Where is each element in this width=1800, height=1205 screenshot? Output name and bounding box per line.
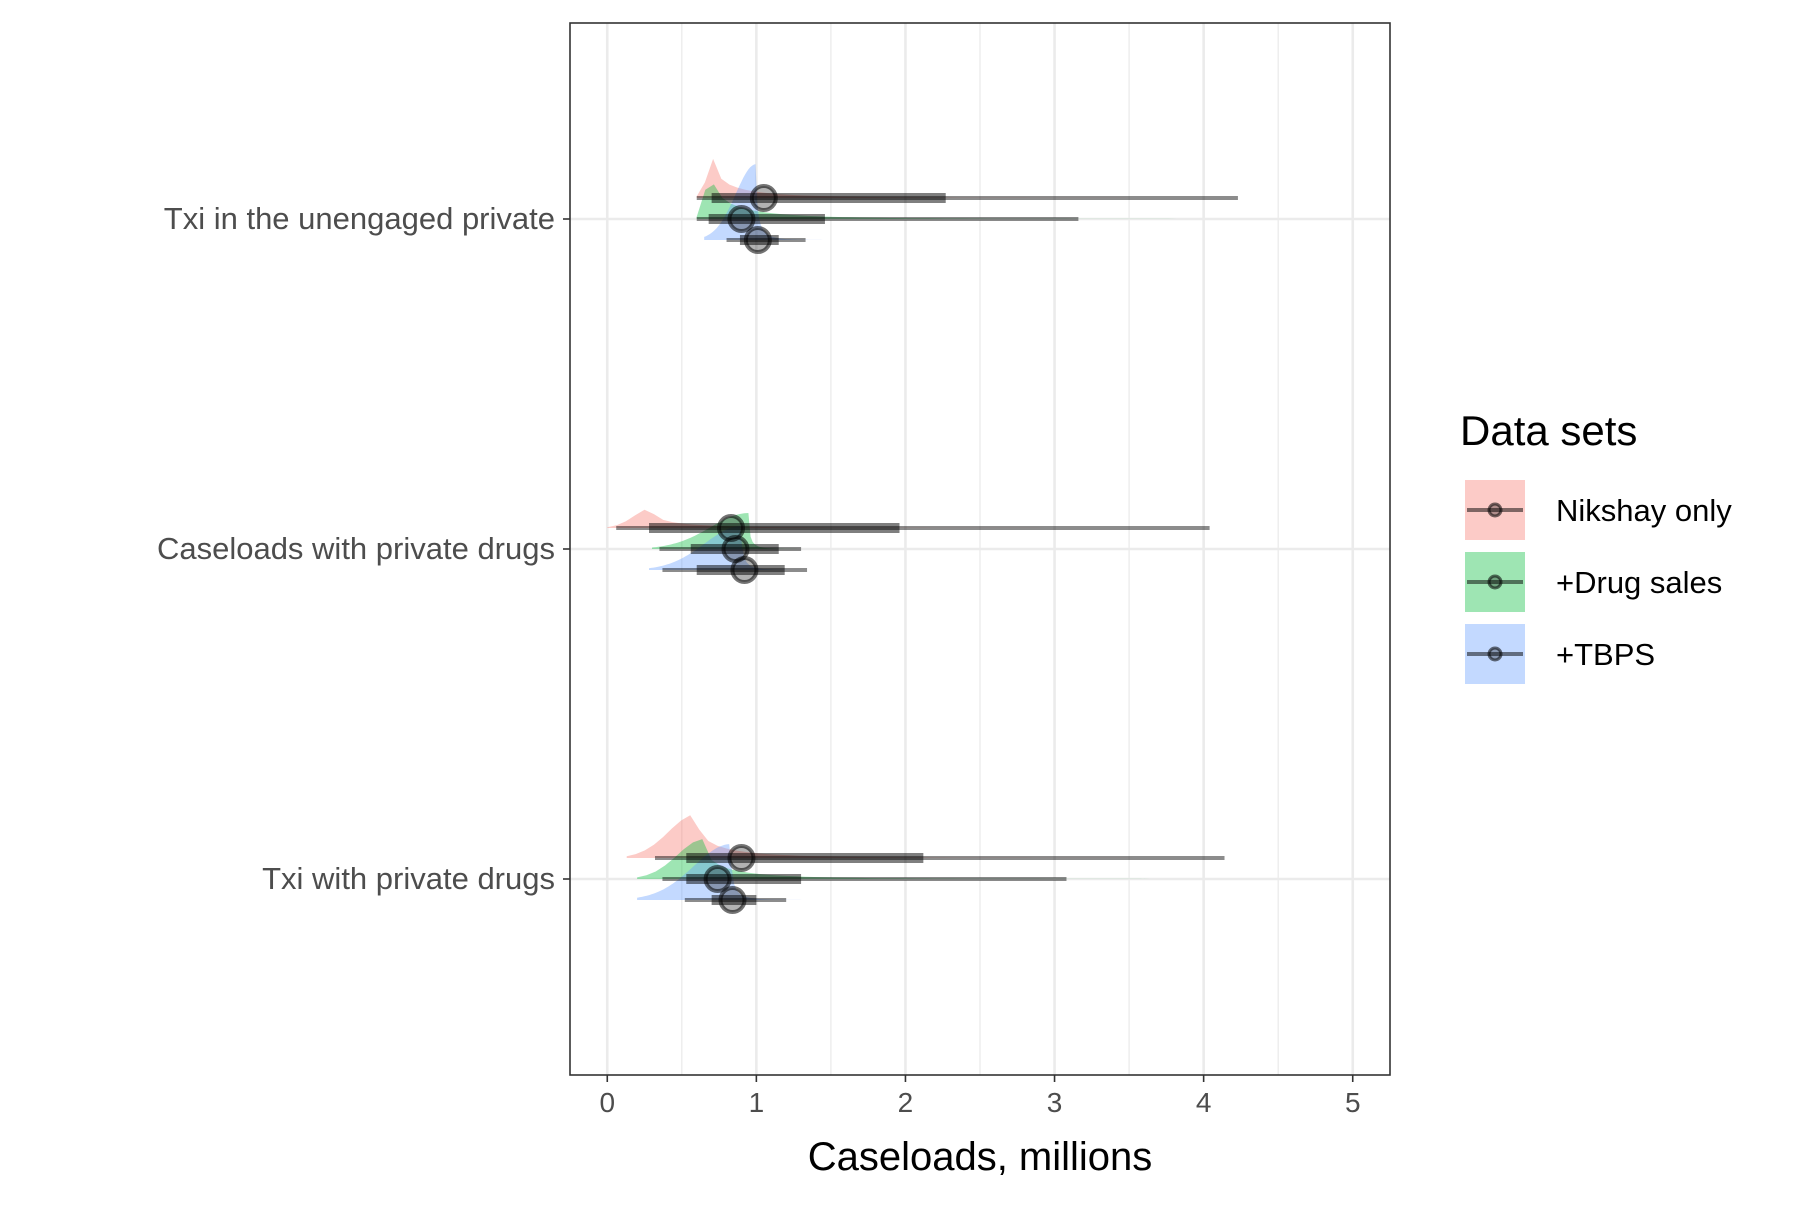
- legend-key-point: [1487, 502, 1503, 518]
- x-tick-label: 2: [898, 1087, 914, 1118]
- median-point: [727, 205, 756, 233]
- median-point: [749, 184, 778, 212]
- legend: Data sets Nikshay only +Drug sales +TBPS: [1460, 407, 1732, 684]
- x-tick-label: 1: [749, 1087, 765, 1118]
- legend-key-point: [1487, 574, 1503, 590]
- legend-entry-label: Nikshay only: [1556, 493, 1732, 528]
- median-point: [743, 226, 772, 254]
- interval-layer: [616, 184, 1238, 914]
- median-point: [718, 886, 747, 914]
- legend-title: Data sets: [1460, 407, 1637, 454]
- legend-entry-label: +Drug sales: [1556, 565, 1722, 600]
- x-tick-label: 5: [1345, 1087, 1361, 1118]
- y-category-label: Txi with private drugs: [262, 861, 555, 896]
- x-tick-label: 3: [1047, 1087, 1063, 1118]
- median-point: [730, 556, 759, 584]
- median-point: [703, 865, 732, 893]
- y-category-label: Txi in the unengaged private: [164, 201, 555, 236]
- x-tick-label: 4: [1196, 1087, 1212, 1118]
- x-axis-title: Caseloads, millions: [808, 1135, 1153, 1179]
- x-tick-label: 0: [599, 1087, 615, 1118]
- density-2-2: [637, 844, 831, 900]
- legend-key-point: [1487, 646, 1503, 662]
- axis-layer: 0 1 2 3 4 5 Txi in the unengaged private Caselo…: [157, 201, 1361, 1118]
- legend-entry-label: +TBPS: [1556, 637, 1655, 672]
- density-0-0: [696, 158, 1353, 198]
- y-category-label: Caseloads with private drugs: [157, 531, 555, 566]
- median-point: [727, 844, 756, 872]
